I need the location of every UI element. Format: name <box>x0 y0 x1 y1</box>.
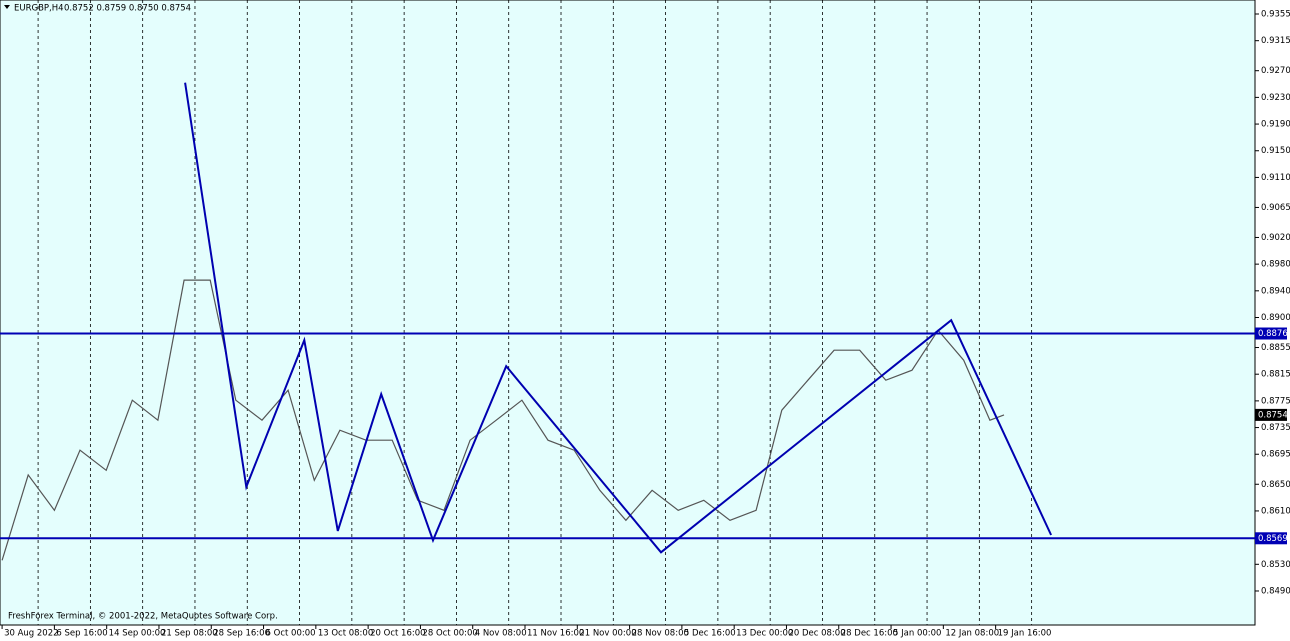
x-tick-label: 20 Oct 16:00 <box>370 629 425 639</box>
x-tick-label: 5 Dec 16:00 <box>684 629 736 639</box>
x-tick-label: 30 Aug 2022 <box>4 629 58 639</box>
x-tick-label: 12 Jan 08:00 <box>945 629 999 639</box>
x-tick-label: 5 Jan 00:00 <box>893 629 941 639</box>
copyright: FreshForex Terminal, © 2001-2022, MetaQu… <box>8 612 278 622</box>
y-tick-label: 0.8695 <box>1261 450 1290 460</box>
y-tick-label: 0.8900 <box>1261 313 1290 323</box>
collapse-arrow[interactable] <box>4 5 10 9</box>
last-price-bg <box>1255 408 1287 421</box>
x-tick-label: 13 Oct 08:00 <box>318 629 373 639</box>
y-tick-label: 0.9190 <box>1261 120 1290 130</box>
x-tick-label: 11 Nov 16:00 <box>527 629 584 639</box>
y-tick-label: 0.8490 <box>1261 586 1290 596</box>
x-tick-label: 4 Nov 08:00 <box>475 629 527 639</box>
x-tick-label: 21 Nov 00:00 <box>579 629 636 639</box>
y-tick-label: 0.9150 <box>1261 146 1290 156</box>
level-label-bg <box>1255 532 1287 545</box>
y-tick-label: 0.8855 <box>1261 343 1290 353</box>
y-tick-label: 0.9230 <box>1261 93 1290 103</box>
x-tick-label: 21 Sep 08:00 <box>161 629 218 639</box>
x-tick-label: 28 Nov 08:00 <box>632 629 689 639</box>
y-tick-label: 0.8650 <box>1261 480 1290 490</box>
zigzag-line <box>184 82 1053 554</box>
price-line <box>1 279 1005 561</box>
y-tick-label: 0.9270 <box>1261 66 1290 76</box>
y-tick-label: 0.9020 <box>1261 233 1290 243</box>
y-tick-label: 0.8940 <box>1261 286 1290 296</box>
y-tick-label: 0.9355 <box>1261 10 1290 20</box>
level-label: 0.8569 <box>1258 534 1288 544</box>
ohlc-values: 0.8752 0.8759 0.8750 0.8754 <box>64 4 191 14</box>
x-tick-label: 20 Dec 08:00 <box>788 629 845 639</box>
x-tick-label: 28 Sep 16:00 <box>213 629 270 639</box>
y-tick-label: 0.8735 <box>1261 423 1290 433</box>
x-tick-label: 14 Sep 00:00 <box>109 629 166 639</box>
y-tick-label: 0.8610 <box>1261 506 1290 516</box>
x-tick-label: 28 Dec 16:00 <box>841 629 898 639</box>
y-tick-label: 0.8775 <box>1261 396 1290 406</box>
y-tick-label: 0.8980 <box>1261 260 1290 270</box>
last-price-label: 0.8754 <box>1258 410 1288 420</box>
y-tick-label: 0.8530 <box>1261 560 1290 570</box>
x-tick-label: 19 Jan 16:00 <box>998 629 1052 639</box>
y-tick-label: 0.8815 <box>1261 370 1290 380</box>
level-label: 0.8876 <box>1258 329 1288 339</box>
y-tick-label: 0.9065 <box>1261 203 1290 213</box>
symbol-title: EURGBP,H4 <box>14 4 64 14</box>
y-tick-label: 0.9315 <box>1261 36 1290 46</box>
x-tick-label: 6 Oct 00:00 <box>266 629 316 639</box>
x-tick-label: 6 Sep 16:00 <box>56 629 107 639</box>
x-tick-label: 13 Dec 00:00 <box>736 629 793 639</box>
y-tick-label: 0.9110 <box>1261 173 1290 183</box>
x-tick-label: 28 Oct 00:00 <box>422 629 477 639</box>
level-label-bg <box>1255 327 1287 340</box>
plot-area <box>0 0 1256 626</box>
